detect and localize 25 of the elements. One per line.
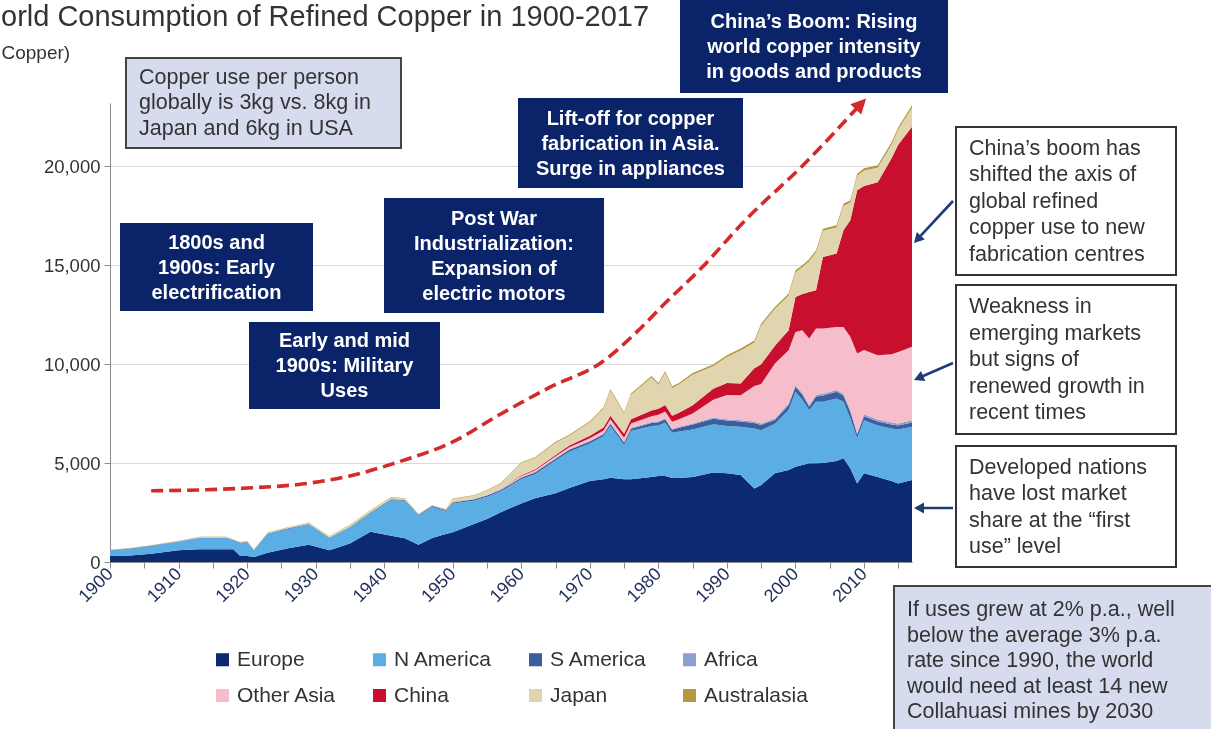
- y-tick-label: 0: [90, 551, 101, 573]
- y-tick-label: 10,000: [43, 353, 101, 375]
- legend-label: Australasia: [704, 682, 809, 706]
- annotation: Post War Industrialization: Expansion of electric motors: [413, 205, 575, 306]
- annotation: Lift-off for copper fabrication in Asia. Surge in appliances: [535, 105, 726, 181]
- legend-label: Japan: [550, 682, 608, 706]
- legend-label: Europe: [237, 646, 305, 670]
- legend-label: Other Asia: [237, 682, 336, 706]
- annotation: Early and mid 1900s: Military Uses: [274, 328, 415, 403]
- annotation: 1800s and 1900s: Early electrification: [150, 229, 283, 305]
- text: Weakness in emerging markets but signs of renewed growth in recent times: [969, 293, 1146, 426]
- y-axis-title: Copper): [1, 41, 71, 63]
- annotation: Copper use per person globally is 3kg vs. 8kg in Japan and 6kg in USA: [139, 64, 372, 142]
- y-tick-label: 15,000: [43, 254, 101, 276]
- legend-label: N America: [394, 646, 492, 670]
- text: Developed nations have lost market share at the “first use” level: [969, 453, 1149, 560]
- text: China’s boom has shifted the axis of global refined copper use to new fabrication centres: [969, 134, 1146, 268]
- legend-label: S America: [550, 646, 647, 670]
- legend-label: China: [394, 682, 450, 706]
- text: China’s Boom: Rising world copper intensity in goods and products: [705, 9, 923, 84]
- y-tick-label: 20,000: [43, 155, 101, 177]
- text: If uses grew at 2% p.a., well below the average 3% p.a. rate since 1990, the world would need at least 14 new Collahuasi mines by 2030: [907, 597, 1176, 725]
- legend-label: Africa: [704, 646, 758, 670]
- y-tick-label: 5,000: [54, 452, 101, 474]
- chart-title: orld Consumption of Refined Copper in 1900-2017: [1, 0, 650, 32]
